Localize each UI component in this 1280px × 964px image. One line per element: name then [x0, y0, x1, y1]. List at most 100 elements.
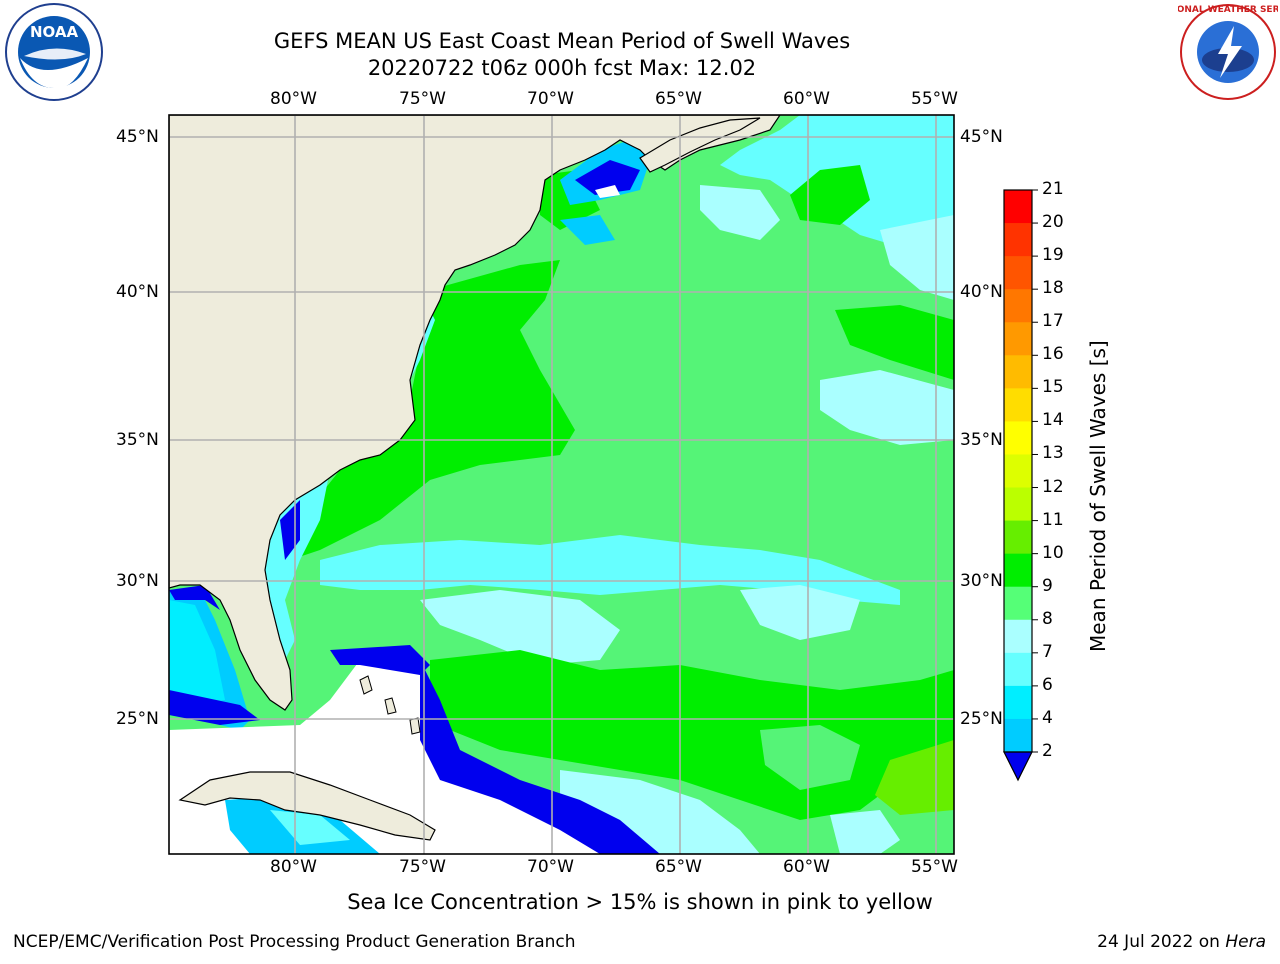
lon-label-bottom: 75°W [399, 857, 446, 877]
north-america-land [169, 115, 781, 711]
swell-field-9-10 [760, 725, 860, 790]
map-gridlines [169, 115, 954, 854]
colorbar-segment [1004, 421, 1032, 455]
swell-field-10-11 [430, 650, 954, 820]
lat-label-right: 40°N [960, 282, 1003, 302]
lat-label-right: 35°N [960, 430, 1003, 450]
swell-field-7-8 [270, 810, 350, 845]
no-data-area [595, 185, 620, 198]
lon-label-top: 70°W [527, 89, 574, 109]
sea-ice-note-text: Sea Ice Concentration > 15% is shown in … [347, 890, 933, 914]
colorbar-tick-label: 15 [1042, 377, 1064, 398]
lon-label-bottom: 65°W [655, 857, 702, 877]
lat-label-left: 25°N [116, 709, 159, 729]
swell-field-10-11 [540, 170, 600, 230]
swell-field-below-2 [420, 660, 660, 854]
colorbar-tick-label: 6 [1042, 674, 1053, 695]
nws-logo-text: NATIONAL WEATHER SERVICE [1178, 5, 1278, 15]
lat-label-left: 40°N [116, 282, 159, 302]
colorbar-tick-label: 13 [1042, 443, 1064, 464]
colorbar-tick-label: 16 [1042, 344, 1064, 365]
swell-field-10-11 [835, 305, 954, 380]
colorbar-segment [1004, 520, 1032, 555]
lat-label-right: 30°N [960, 571, 1003, 591]
colorbar [1003, 189, 1038, 782]
colorbar-segment [1004, 190, 1032, 224]
generation-date-text: 24 Jul 2022 on [1097, 932, 1220, 952]
lon-label-bottom: 80°W [270, 857, 317, 877]
producer-credit: NCEP/EMC/Verification Post Processing Pr… [13, 932, 576, 952]
chart-title: GEFS MEAN US East Coast Mean Period of S… [273, 29, 851, 53]
swell-field-11-12 [875, 740, 954, 815]
colorbar-segment [1004, 553, 1032, 588]
cuba-land [178, 771, 436, 841]
colorbar-tick-label: 21 [1042, 179, 1064, 199]
swell-field-4-6 [560, 215, 615, 245]
lat-label-left: 35°N [116, 430, 159, 450]
swell-field-7-8 [720, 115, 954, 270]
colorbar-tick-label: 8 [1042, 608, 1053, 629]
bahamas-island [359, 675, 373, 695]
machine-name: Hera [1225, 932, 1266, 952]
swell-field-8-9 [420, 590, 620, 665]
swell-field-9-10 [169, 115, 954, 854]
colorbar-segment [1004, 289, 1032, 323]
sea-ice-note: Sea Ice Concentration > 15% is shown in … [0, 890, 1280, 914]
swell-field-6-7 [169, 600, 225, 705]
swell-field-below-2 [169, 585, 220, 610]
swell-field-below-2 [330, 645, 430, 675]
colorbar-segment [1004, 223, 1032, 257]
no-data-area [169, 655, 620, 854]
colorbar-segment [1004, 355, 1032, 389]
swell-field-8-9 [820, 370, 954, 445]
colorbar-label: Mean Period of Swell Waves [s] [1086, 340, 1110, 652]
lon-label-top: 80°W [270, 89, 317, 109]
colorbar-segment [1004, 586, 1032, 621]
colorbar-segment [1004, 487, 1032, 522]
lon-label-top: 60°W [783, 89, 830, 109]
colorbar-segment [1004, 454, 1032, 489]
colorbar-tick-label: 7 [1042, 641, 1053, 662]
lon-label-top: 65°W [655, 89, 702, 109]
lon-label-top: 55°W [911, 89, 958, 109]
swell-field-below-2 [169, 690, 260, 725]
colorbar-segment [1004, 718, 1032, 753]
swell-field-8-9 [830, 810, 900, 854]
swell-field-10-11 [290, 260, 575, 560]
swell-field-8-9 [700, 185, 780, 240]
swell-field-below-2 [575, 160, 640, 195]
lat-label-right: 45°N [960, 127, 1003, 147]
lon-label-top: 75°W [399, 89, 446, 109]
colorbar-tick-label: 20 [1042, 212, 1064, 233]
bahamas-island [409, 717, 421, 735]
swell-field-4-6 [225, 795, 380, 854]
colorbar-tick-label: 14 [1042, 410, 1064, 431]
colorbar-segment [1004, 388, 1032, 422]
swell-field-10-11 [790, 165, 870, 225]
lon-label-bottom: 55°W [911, 857, 958, 877]
swell-field-8-9 [880, 215, 954, 300]
colorbar-tick-label: 17 [1042, 311, 1064, 332]
colorbar-tick-label: 10 [1042, 542, 1064, 563]
noaa-logo: NOAA [2, 2, 106, 102]
colorbar-tick-label: 12 [1042, 476, 1064, 497]
swell-field-7-8 [405, 300, 435, 380]
colorbar-tick-label: 2 [1042, 741, 1053, 761]
colorbar-under-arrow [1003, 751, 1033, 782]
swell-field-7-8 [320, 535, 900, 605]
colorbar-segment [1004, 322, 1032, 356]
nws-logo: NATIONAL WEATHER SERVICE [1153, 2, 1280, 102]
bahamas-island [384, 697, 397, 715]
swell-field-8-9 [560, 770, 760, 854]
colorbar-tick-label: 19 [1042, 245, 1064, 266]
chart-subtitle: 20220722 t06z 000h fcst Max: 12.02 [367, 56, 757, 80]
lon-label-bottom: 70°W [527, 857, 574, 877]
swell-field-below-2 [280, 500, 300, 560]
noaa-logo-text: NOAA [30, 23, 79, 41]
colorbar-segment [1004, 256, 1032, 290]
colorbar-frame [1003, 189, 1033, 753]
map-frame [168, 114, 955, 855]
colorbar-tick-label: 11 [1042, 509, 1064, 530]
swell-field-4-6 [169, 590, 250, 730]
lat-label-right: 25°N [960, 709, 1003, 729]
